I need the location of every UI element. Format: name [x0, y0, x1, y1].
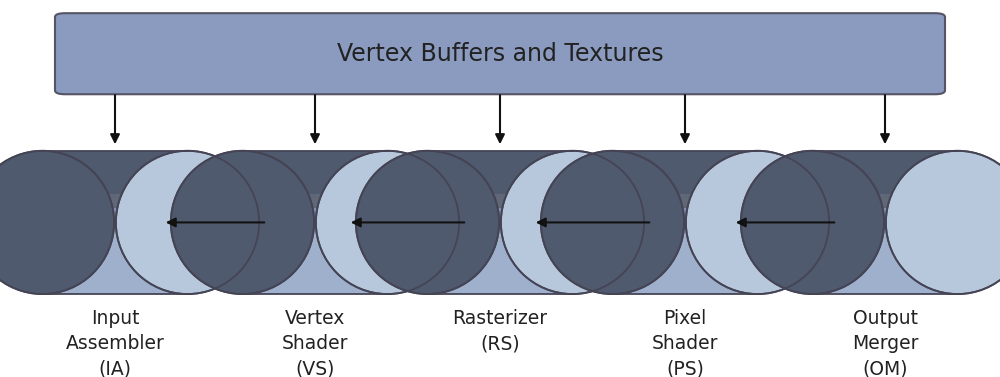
FancyBboxPatch shape	[612, 194, 758, 208]
FancyBboxPatch shape	[612, 151, 758, 194]
FancyBboxPatch shape	[43, 151, 188, 194]
FancyBboxPatch shape	[428, 151, 572, 294]
Ellipse shape	[316, 151, 459, 294]
FancyBboxPatch shape	[242, 151, 387, 194]
Ellipse shape	[741, 151, 884, 294]
Ellipse shape	[356, 151, 499, 294]
Ellipse shape	[541, 151, 684, 294]
FancyBboxPatch shape	[428, 230, 572, 294]
FancyBboxPatch shape	[428, 151, 572, 194]
Text: Output
Merger
(OM): Output Merger (OM)	[852, 309, 918, 377]
Text: Vertex
Shader
(VS): Vertex Shader (VS)	[282, 309, 348, 377]
FancyBboxPatch shape	[242, 230, 387, 294]
FancyBboxPatch shape	[612, 151, 758, 294]
FancyBboxPatch shape	[812, 151, 958, 194]
FancyBboxPatch shape	[43, 194, 188, 208]
FancyBboxPatch shape	[242, 194, 387, 208]
Text: Pixel
Shader
(PS): Pixel Shader (PS)	[652, 309, 718, 377]
FancyBboxPatch shape	[55, 13, 945, 94]
Ellipse shape	[886, 151, 1000, 294]
FancyBboxPatch shape	[812, 151, 958, 294]
FancyBboxPatch shape	[812, 230, 958, 294]
Ellipse shape	[686, 151, 829, 294]
Text: Input
Assembler
(IA): Input Assembler (IA)	[66, 309, 164, 377]
FancyBboxPatch shape	[43, 230, 188, 294]
FancyBboxPatch shape	[612, 230, 758, 294]
Text: Rasterizer
(RS): Rasterizer (RS)	[452, 309, 548, 353]
FancyBboxPatch shape	[242, 151, 387, 294]
FancyBboxPatch shape	[812, 194, 958, 208]
FancyBboxPatch shape	[428, 194, 572, 208]
Text: Vertex Buffers and Textures: Vertex Buffers and Textures	[337, 42, 663, 66]
Ellipse shape	[0, 151, 114, 294]
Ellipse shape	[171, 151, 314, 294]
Ellipse shape	[116, 151, 259, 294]
FancyBboxPatch shape	[43, 151, 188, 294]
Ellipse shape	[501, 151, 644, 294]
